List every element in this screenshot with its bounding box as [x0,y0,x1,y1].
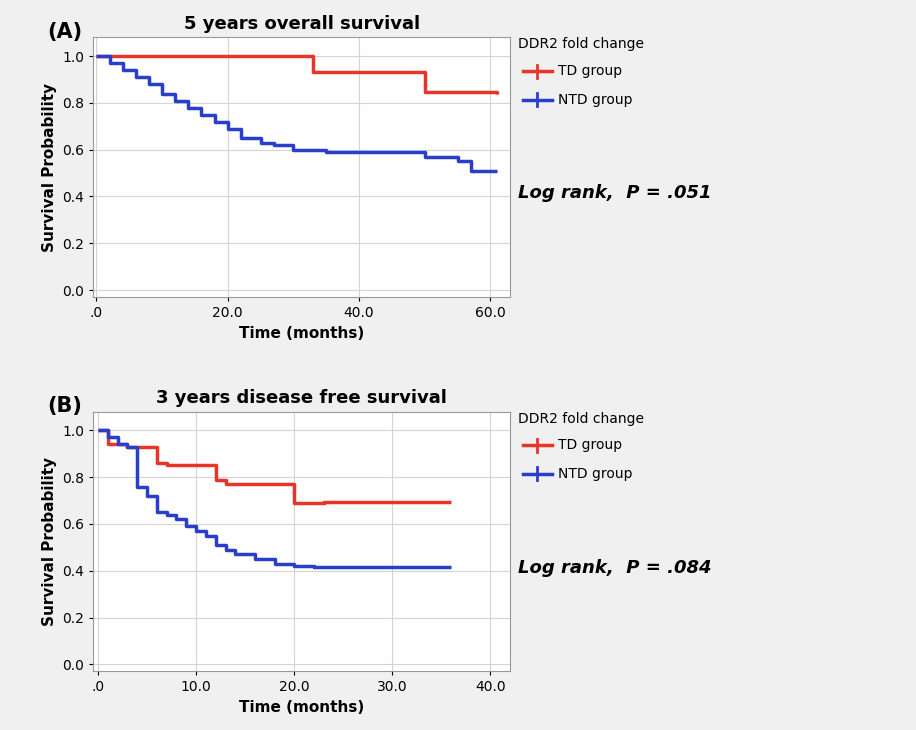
Text: DDR2 fold change: DDR2 fold change [518,37,645,51]
Text: Log rank,  P = .084: Log rank, P = .084 [518,558,712,577]
Text: NTD group: NTD group [558,93,633,107]
X-axis label: Time (months): Time (months) [239,326,365,341]
Title: 3 years disease free survival: 3 years disease free survival [156,389,447,407]
X-axis label: Time (months): Time (months) [239,700,365,715]
Text: DDR2 fold change: DDR2 fold change [518,412,645,426]
Text: TD group: TD group [558,64,622,78]
Y-axis label: Survival Probability: Survival Probability [41,82,57,252]
Text: (A): (A) [48,22,82,42]
Text: (B): (B) [48,396,82,416]
Y-axis label: Survival Probability: Survival Probability [41,457,57,626]
Text: NTD group: NTD group [558,467,633,481]
Title: 5 years overall survival: 5 years overall survival [183,15,420,33]
Text: TD group: TD group [558,439,622,453]
Text: Log rank,  P = .051: Log rank, P = .051 [518,184,712,202]
